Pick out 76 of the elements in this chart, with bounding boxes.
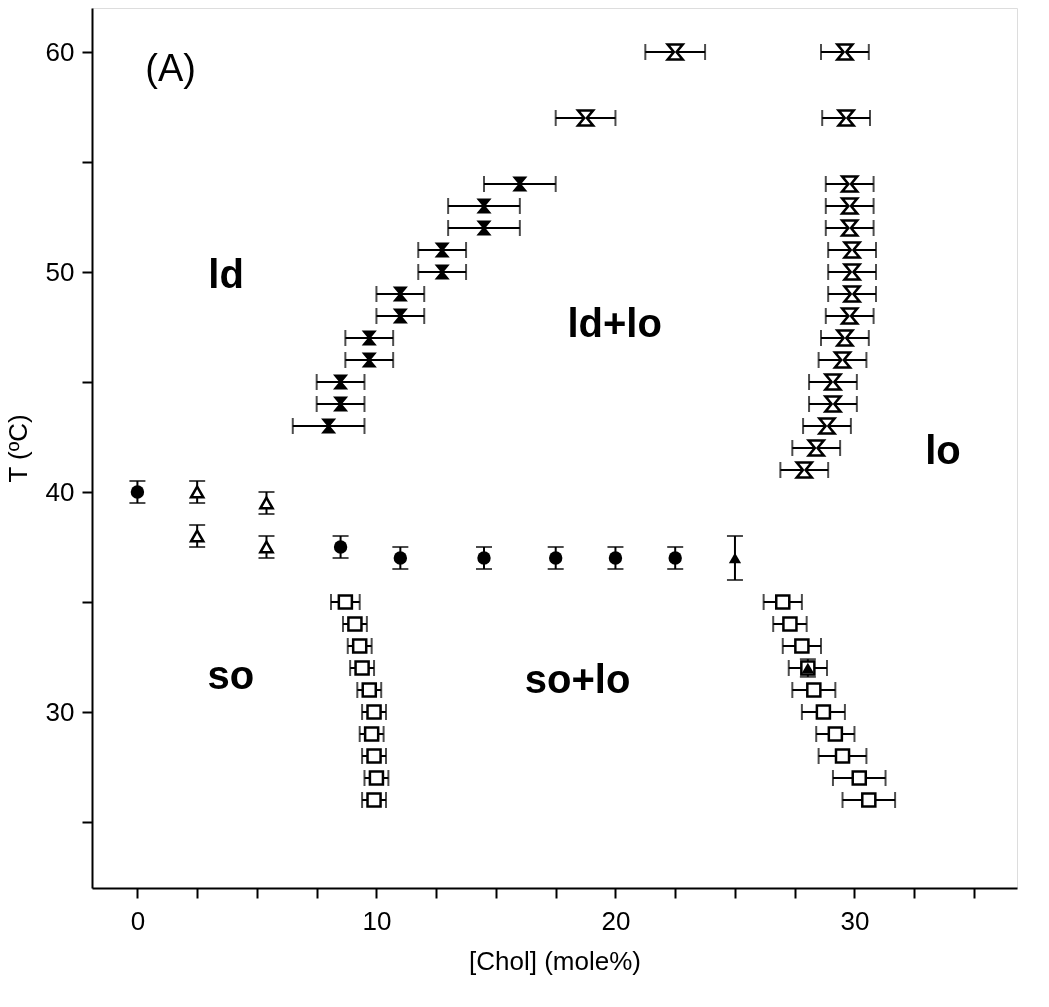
point: [837, 109, 855, 127]
point: [393, 551, 408, 565]
point: [668, 551, 682, 565]
y-axis-title: T (ºC): [2, 414, 33, 483]
x-tick-label: 30: [840, 905, 870, 936]
point: [794, 638, 810, 654]
point: [259, 496, 274, 510]
point: [347, 616, 363, 632]
point: [827, 726, 844, 742]
point: [366, 704, 382, 720]
point: [366, 748, 382, 764]
point: [476, 220, 492, 236]
point: [130, 485, 145, 499]
point: [774, 594, 791, 610]
point: [818, 417, 836, 435]
point: [807, 439, 826, 457]
point: [392, 286, 408, 302]
point: [366, 792, 382, 808]
point: [434, 264, 450, 280]
annotation: so+lo: [524, 657, 631, 702]
point: [806, 682, 822, 698]
point: [843, 285, 861, 303]
point: [840, 219, 859, 237]
point: [512, 176, 528, 192]
point: [392, 308, 408, 324]
point: [351, 638, 368, 654]
point: [824, 373, 842, 391]
point: [354, 660, 370, 676]
point: [548, 551, 563, 565]
point: [834, 748, 851, 764]
point: [815, 704, 832, 720]
point: [666, 43, 685, 61]
point: [608, 551, 623, 565]
annotation: (A): [145, 46, 196, 89]
point: [861, 792, 877, 808]
point: [782, 616, 798, 632]
point: [333, 540, 348, 554]
point: [361, 682, 378, 698]
point: [836, 329, 854, 347]
annotation: lo: [925, 428, 961, 473]
point: [840, 307, 859, 325]
point: [576, 109, 595, 127]
x-axis-title: [Chol] (mole%): [469, 945, 641, 976]
point: [189, 529, 205, 543]
annotation: so: [207, 652, 255, 697]
point: [361, 352, 377, 368]
point: [824, 395, 842, 413]
point: [836, 43, 854, 61]
point: [259, 540, 274, 554]
y-tick-label: 50: [45, 256, 75, 287]
point: [333, 396, 349, 412]
point: [833, 351, 852, 369]
point: [361, 330, 377, 346]
point: [321, 418, 337, 434]
point: [333, 374, 349, 390]
point: [840, 175, 859, 193]
x-tick-label: 0: [130, 905, 146, 936]
point: [795, 461, 814, 479]
point: [843, 263, 861, 281]
point: [337, 594, 354, 610]
point: [368, 770, 385, 786]
point: [363, 726, 380, 742]
point: [851, 770, 868, 786]
annotation: ld: [208, 252, 244, 297]
point: [477, 551, 491, 565]
annotation: ld+lo: [567, 300, 662, 345]
x-tick-label: 20: [601, 905, 631, 936]
y-tick-label: 30: [45, 696, 75, 727]
point: [840, 197, 859, 215]
point: [189, 485, 205, 499]
point: [434, 242, 450, 258]
y-tick-label: 40: [45, 476, 75, 507]
y-tick-label: 60: [45, 36, 75, 67]
point: [843, 241, 861, 259]
point: [476, 198, 492, 214]
x-tick-label: 10: [362, 905, 392, 936]
